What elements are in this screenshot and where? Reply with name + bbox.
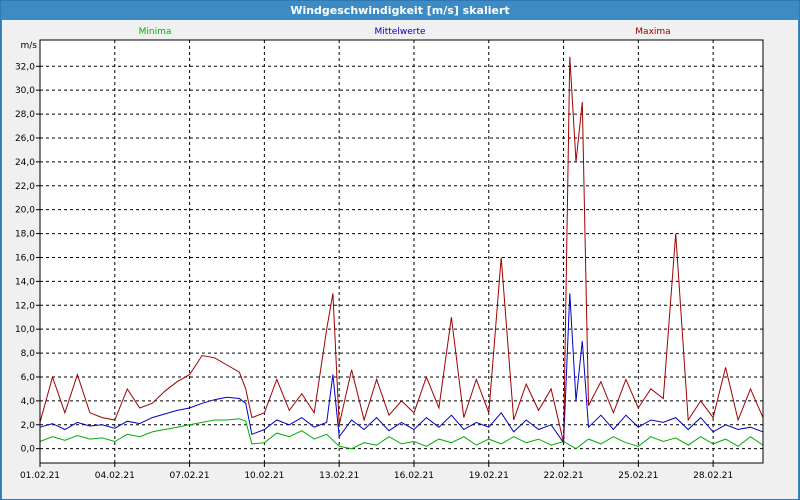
x-tick-label: 01.02.21 [20,471,60,481]
y-tick-label: 10,0 [15,325,35,335]
y-tick-label: 0,0 [21,445,36,455]
wind-speed-chart: 0,0 2,0 4,0 6,0 8,0 10,0 12,0 14,0 16,0 18,0 20,0 2… [15,27,764,481]
x-tick-label: 25.02.21 [618,471,658,481]
y-tick-label: 20,0 [15,206,35,216]
y-tick-label: 28,0 [15,110,35,120]
chart-area: 0,0 2,0 4,0 6,0 8,0 10,0 12,0 14,0 16,0 18,0 20,0 2… [2,20,798,499]
y-tick-label: 24,0 [15,158,35,168]
y-tick-label: 16,0 [15,253,35,263]
series-line-1 [39,293,764,445]
y-tick-label: 8,0 [21,349,36,359]
y-tick-label: 22,0 [15,182,35,192]
legend: Minima Mittelwerte Maxima [139,27,671,37]
plot-frame [39,39,764,464]
plot-background [40,40,763,463]
x-axis-ticks: 01.02.21 04.02.21 07.02.21 10.02.21 13.02.21… [20,463,733,481]
x-tick-label: 07.02.21 [170,471,210,481]
y-axis-unit-label: m/s [21,41,38,51]
x-tick-label: 16.02.21 [394,471,434,481]
x-tick-label: 22.02.21 [544,471,584,481]
series-line-0 [39,418,764,450]
grid-lines [39,40,763,463]
y-tick-label: 18,0 [15,230,35,240]
x-tick-label: 13.02.21 [319,471,359,481]
x-tick-label: 28.02.21 [693,471,733,481]
series-lines [39,56,764,450]
window-title: Windgeschwindigkeit [m/s] skaliert [290,4,510,17]
y-tick-label: 14,0 [15,277,35,287]
y-axis-ticks: 0,0 2,0 4,0 6,0 8,0 10,0 12,0 14,0 16,0 18,0 20,0 2… [15,62,40,455]
y-tick-label: 32,0 [15,62,35,72]
legend-entry-1: Mittelwerte [374,27,425,37]
x-tick-label: 19.02.21 [469,471,509,481]
x-tick-label: 04.02.21 [95,471,135,481]
legend-entry-0: Minima [139,27,172,37]
y-tick-label: 30,0 [15,86,35,96]
legend-entry-2: Maxima [635,27,670,37]
y-tick-label: 4,0 [21,397,36,407]
series-line-2 [39,56,764,443]
y-tick-label: 2,0 [21,421,36,431]
y-tick-label: 12,0 [15,301,35,311]
y-tick-label: 26,0 [15,134,35,144]
y-tick-label: 6,0 [21,373,36,383]
x-tick-label: 10.02.21 [244,471,284,481]
